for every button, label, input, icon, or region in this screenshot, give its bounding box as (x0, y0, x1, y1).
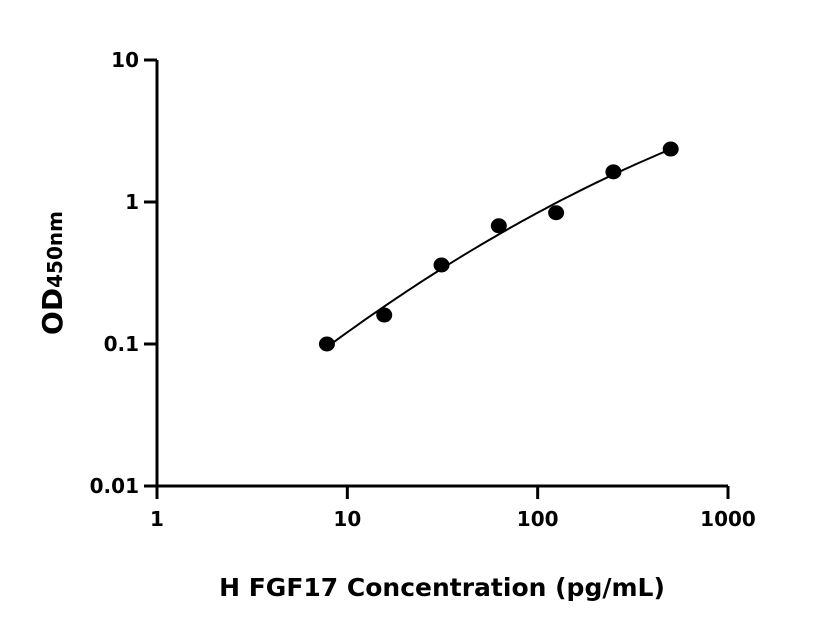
data-points (318, 141, 679, 352)
data-point (662, 141, 679, 157)
x-tick-label: 10 (333, 507, 361, 531)
data-point (490, 218, 507, 234)
y-axis-label: OD450nm (36, 211, 69, 335)
data-point (433, 257, 450, 273)
y-tick-label: 0.01 (90, 474, 139, 498)
y-axis-label-sub: 450nm (43, 211, 67, 288)
x-axis-label: H FGF17 Concentration (pg/mL) (219, 573, 665, 602)
x-tick-label: 1000 (700, 507, 756, 531)
y-axis-label-main: OD (36, 288, 69, 335)
y-tick-label: 1 (125, 190, 139, 214)
data-point (376, 307, 393, 323)
y-tick-label: 10 (111, 48, 139, 72)
data-point (318, 336, 335, 352)
y-tick-label: 0.1 (104, 332, 139, 356)
x-tick-label: 1 (150, 507, 164, 531)
data-point (548, 205, 565, 221)
data-point (605, 164, 622, 180)
axes: 1 10 100 1000 0.01 0.1 1 10 (90, 48, 756, 531)
x-tick-label: 100 (517, 507, 559, 531)
